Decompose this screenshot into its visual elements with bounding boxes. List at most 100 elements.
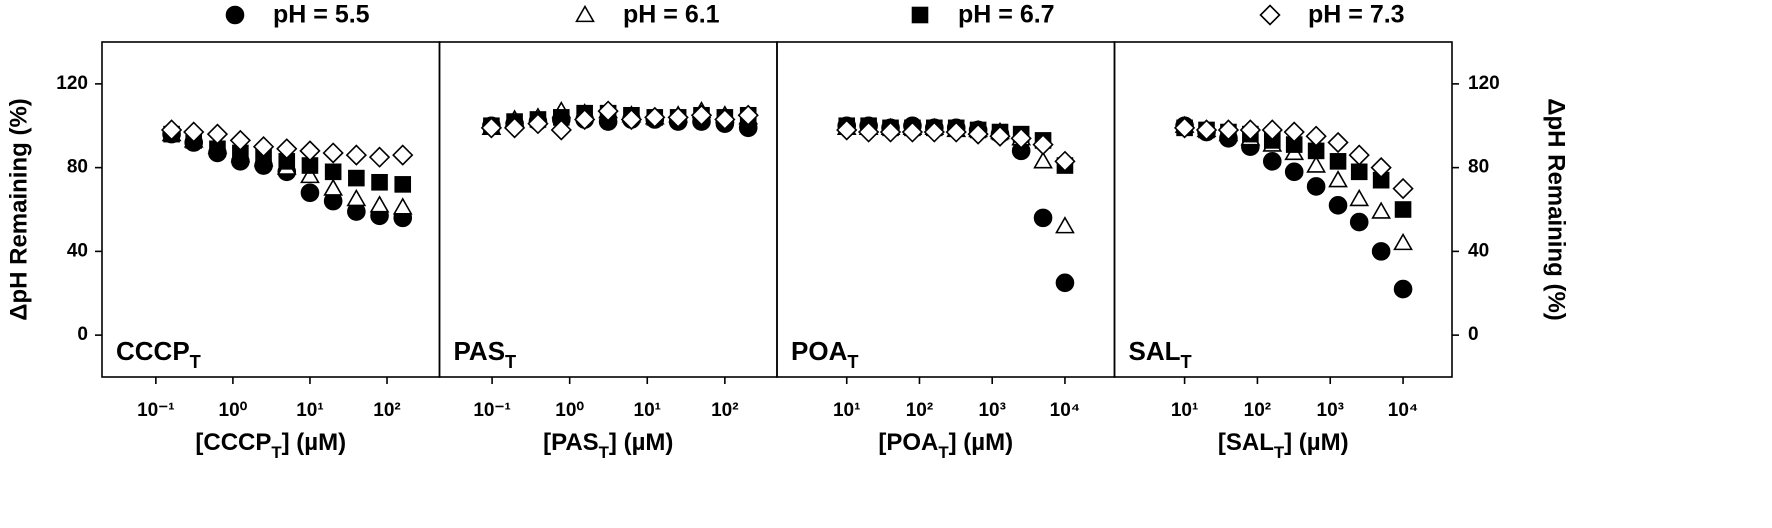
marker-diamond [1010,127,1032,149]
x-tick-label: 10⁻¹ [473,400,511,421]
legend-marker [225,5,245,25]
marker-circle [1055,273,1075,293]
marker-diamond [945,121,967,143]
marker-circle [1033,208,1053,228]
marker-diamond [1305,125,1327,147]
y2-tick-label: 40 [1468,240,1489,261]
marker-diamond [667,106,689,129]
x-axis-label-part: ] (µM) [1284,429,1348,456]
panel-label-part: T [847,352,858,372]
x-axis-label-part: [POA [878,429,938,456]
panel-label-part: T [190,352,201,372]
x-axis-label: [PAST] (µM) [543,429,673,462]
marker-circle [1393,279,1413,299]
x-axis-label-part: ] (µM) [609,429,673,456]
marker-triangle [1306,155,1327,173]
marker-diamond [550,119,572,141]
panel-label: CCCPT [116,336,201,372]
marker-diamond [392,144,414,166]
marker-diamond [160,119,183,141]
y-tick-label: 80 [67,157,88,178]
marker-diamond [345,144,367,166]
marker-square [394,176,412,193]
x-axis-label: [POAT] (µM) [878,429,1013,462]
marker-diamond [480,117,503,139]
marker-triangle [300,165,320,184]
legend-marker [911,6,929,24]
marker-square [371,173,388,191]
marker-square [1394,201,1412,218]
x-axis-label-part: ] (µM) [282,429,346,456]
panel-label-part: POA [791,336,848,366]
marker-diamond [597,100,619,122]
y2-tick-label: 80 [1468,157,1489,178]
x-tick-label: 10² [711,400,738,421]
y-axis-label: ΔpH Remaining (%) [5,98,32,321]
marker-square [1350,163,1368,181]
panel-label-part: T [505,352,516,372]
y-tick-label: 40 [67,240,88,261]
marker-diamond [836,119,858,141]
marker-diamond [206,123,229,145]
x-tick-label: 10² [373,400,400,421]
y2-tick-label: 120 [1468,73,1500,94]
marker-triangle [1393,232,1413,251]
y2-tick-label: 0 [1468,324,1479,345]
marker-diamond [1261,119,1283,141]
marker-diamond [714,108,736,131]
legend-label: pH = 6.1 [623,1,720,29]
x-axis-label: [CCCPT] (µM) [195,429,346,462]
marker-square [324,163,342,181]
marker-diamond [967,123,989,145]
x-axis-label-part: [PAS [543,429,599,456]
marker-triangle [1328,170,1348,188]
marker-circle [300,183,320,203]
marker-diamond [1348,144,1370,166]
marker-diamond [1370,156,1392,179]
marker-circle [1284,162,1304,182]
panel-label-part: T [1181,352,1192,372]
marker-circle [1328,196,1348,215]
x-axis-label-part: T [938,443,949,462]
x-axis-label: [SALT] (µM) [1218,429,1349,462]
x-tick-label: 10² [1244,400,1271,421]
marker-circle [1306,177,1326,196]
panel-label: SALT [1129,336,1192,372]
marker-diamond [1195,119,1218,141]
x-tick-label: 10³ [1317,400,1344,421]
panel-label: POAT [791,336,858,372]
marker-diamond [690,104,713,126]
marker-diamond [1239,119,1261,141]
legend-marker [575,4,595,23]
x-tick-label: 10¹ [634,400,661,421]
marker-diamond [923,121,945,143]
x-tick-label: 10³ [978,400,1005,421]
plot-frame [1113,41,1453,378]
marker-diamond [527,113,549,135]
marker-diamond [620,108,643,131]
x-axis-label-part: ] (µM) [949,429,1013,456]
x-tick-label: 10¹ [1171,400,1198,421]
marker-circle [1262,152,1282,171]
legend-label: pH = 6.7 [958,1,1055,29]
panel-label: PAST [454,336,517,372]
marker-diamond [299,140,321,162]
marker-diamond [1217,119,1240,141]
marker-triangle [1349,188,1370,207]
marker-triangle [392,197,413,215]
marker-diamond [737,104,759,126]
x-axis-label-part: T [271,443,282,462]
marker-square [1329,153,1347,170]
x-tick-label: 10⁴ [1388,400,1419,421]
plot-frame [101,41,441,378]
marker-triangle [346,188,367,207]
x-axis-label-part: [SAL [1218,429,1274,456]
x-tick-label: 10⁰ [219,400,248,421]
marker-diamond [1054,150,1076,172]
marker-diamond [879,121,902,143]
marker-triangle [1033,151,1053,169]
x-tick-label: 10¹ [296,400,323,421]
legend-label: pH = 7.3 [1308,1,1405,29]
y2-axis-label: ΔpH Remaining (%) [1543,98,1570,321]
